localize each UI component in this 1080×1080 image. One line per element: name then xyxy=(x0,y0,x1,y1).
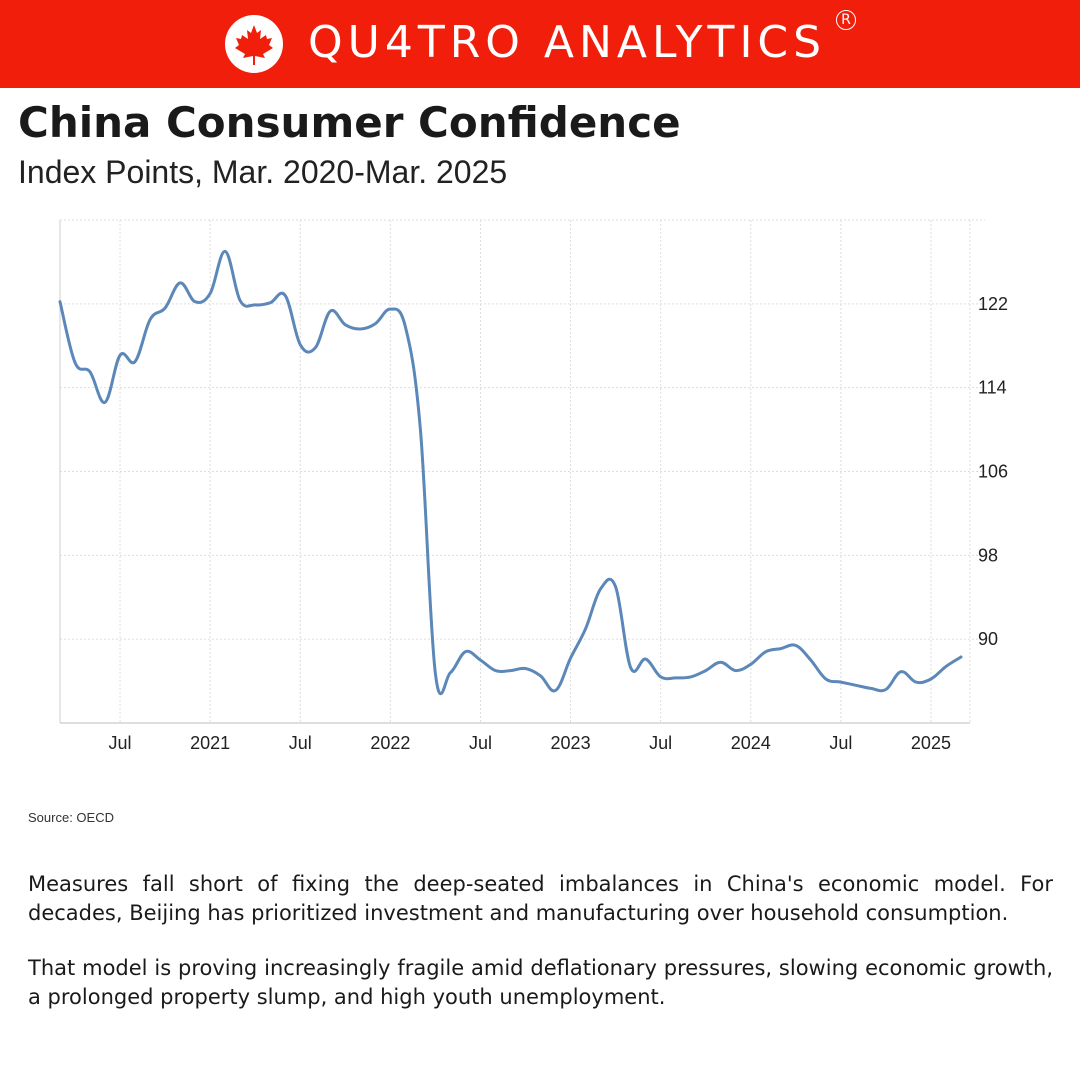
y-tick-label: 106 xyxy=(978,462,1008,482)
series-group xyxy=(58,249,963,696)
x-tick-label: Jul xyxy=(469,733,492,753)
x-tick-label: 2025 xyxy=(911,733,951,753)
source-note: Source: OECD xyxy=(28,810,114,825)
x-tick-label: 2021 xyxy=(190,733,230,753)
registered-mark: R xyxy=(836,10,856,30)
x-tick-label: 2023 xyxy=(551,733,591,753)
chart-grid xyxy=(60,219,985,723)
y-tick-label: 114 xyxy=(978,378,1007,398)
series-line xyxy=(58,249,963,696)
brand-banner: QU4TRO ANALYTICS R xyxy=(0,0,1080,88)
line-chart: 90 98 106 114 122 Jul 2021 Jul 2022 Jul 2023 Jul 20… xyxy=(58,219,1008,753)
body-paragraph-1: Measures fall short of fixing the deep-s… xyxy=(28,872,1053,925)
brand-name: QU4TRO ANALYTICS xyxy=(308,17,827,68)
maple-leaf-icon xyxy=(235,25,273,65)
page-subtitle: Index Points, Mar. 2020-Mar. 2025 xyxy=(18,154,508,190)
x-tick-label: Jul xyxy=(829,733,852,753)
y-tick-label: 122 xyxy=(978,294,1008,314)
y-axis-ticks: 90 98 106 114 122 xyxy=(978,294,1008,649)
x-tick-label: Jul xyxy=(109,733,132,753)
x-tick-label: Jul xyxy=(649,733,672,753)
x-axis-ticks: Jul 2021 Jul 2022 Jul 2023 Jul 2024 Jul 2025 xyxy=(109,733,951,753)
y-tick-label: 98 xyxy=(978,545,998,565)
x-tick-label: Jul xyxy=(289,733,312,753)
body-paragraph-2: That model is proving increasingly fragi… xyxy=(28,956,1053,1009)
x-tick-label: 2022 xyxy=(370,733,410,753)
logo xyxy=(225,15,283,73)
y-tick-label: 90 xyxy=(978,629,998,649)
x-tick-label: 2024 xyxy=(731,733,771,753)
page-title: China Consumer Confidence xyxy=(18,98,681,147)
